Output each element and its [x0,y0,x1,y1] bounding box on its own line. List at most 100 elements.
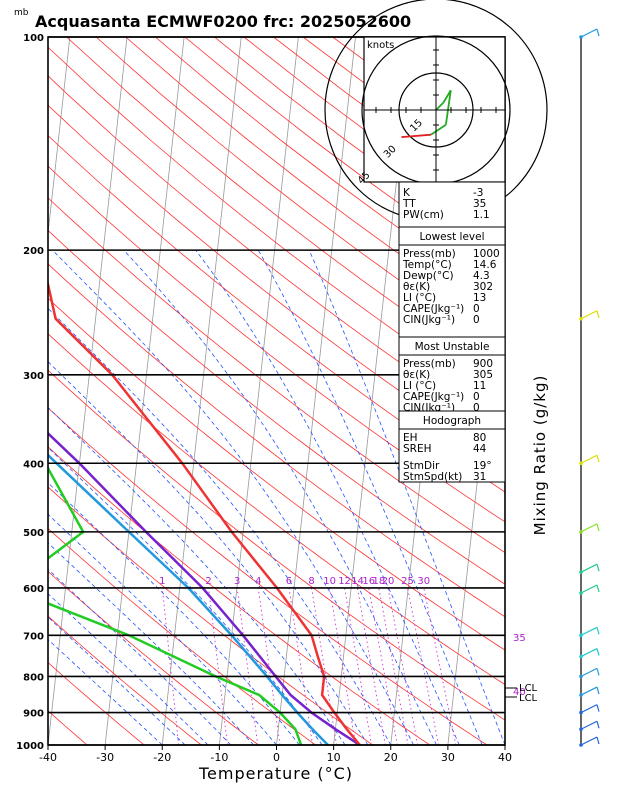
index-label: PW(cm) [403,209,444,221]
wind-barb-flag [597,649,599,656]
mixing-ratio-label: 30 [417,576,430,587]
section-title: Most Unstable [415,341,490,353]
data-point [12,36,14,38]
isobar-label: 100 [23,33,44,44]
moist-adiabat [0,250,277,745]
wind-barb-flag [597,668,599,675]
chart-title: Acquasanta ECMWF0200 frc: 2025052600 [35,12,411,31]
wind-barb-staff [581,721,597,729]
isotherm [105,37,184,745]
isobar-label: 800 [23,672,44,683]
x-axis-label: Temperature (°C) [198,764,353,783]
data-point [295,728,297,730]
data-point [317,656,319,658]
wind-barb-staff [581,564,597,572]
data-point [335,728,337,730]
mixing-ratio-label: 10 [323,576,336,587]
x-tick-label: -20 [153,751,171,764]
wind-barb-flag [597,311,599,318]
wind-barb-staff [581,705,597,713]
wind-barb-flag [597,455,599,462]
wind-barb-staff [581,668,597,676]
index-label: CIN(Jkg⁻¹) [403,314,455,326]
x-tick-label: 40 [498,751,512,764]
section-title: Lowest level [419,231,484,243]
index-value: 44 [473,443,487,455]
moist-adiabat [0,250,368,745]
x-tick-label: 0 [273,751,280,764]
isobar-label: 200 [23,246,44,257]
isobar-label: 600 [23,584,44,595]
series-wet-bulb [0,162,328,745]
data-point [312,728,314,730]
isobar-label: 500 [23,528,44,539]
wind-barb-flag [597,687,599,694]
wind-barb-staff [581,29,597,37]
index-label: SREH [403,443,432,455]
mixing-ratio-line [388,588,418,745]
wind-barb-flag [597,721,599,728]
unit-label: mb [14,8,29,18]
wind-barb-flag [597,705,599,712]
wind-barb-staff [581,455,597,463]
mixing-ratio-label: 8 [308,576,314,587]
moist-adiabat [52,250,413,745]
mixing-ratio-line [408,588,439,745]
moist-adiabat [0,250,345,745]
x-tick-label: -40 [39,751,57,764]
dry-adiabat [0,37,144,745]
x-tick-label: 30 [441,751,455,764]
data-point [8,587,10,589]
wind-barb-staff [581,737,597,745]
isobar-label: 400 [23,459,44,470]
wind-barb-flag [597,564,599,571]
data-point [258,694,260,696]
mixing-ratio-label: 20 [382,576,395,587]
theta-e-label: 35 [513,633,526,644]
mixing-ratio-label: 1 [159,576,165,587]
moist-adiabat [0,250,162,745]
mixing-ratio-label: 25 [401,576,414,587]
wind-barb-staff [581,627,597,635]
wind-barb-flag [597,524,599,531]
isotherm [48,37,127,745]
moist-adiabat [0,250,208,745]
isotherm [219,37,298,745]
lcl-label: LCL [519,693,538,704]
wind-barb-staff [581,585,597,593]
wind-barb-staff [581,649,597,657]
moist-adiabat [0,250,254,745]
section-title: Hodograph [423,415,481,427]
series-dewpoint [0,37,301,745]
isobar-label: 700 [23,631,44,642]
isobar-label: 300 [23,371,44,382]
mixing-ratio-line [289,588,313,745]
index-label: StmSpd(kt) [403,471,462,483]
hodograph-unit: knots [367,40,394,51]
wind-barb-flag [597,737,599,744]
dry-adiabat [0,37,601,745]
data-point [290,694,292,696]
isotherm [0,37,13,745]
wind-barb-flag [597,627,599,634]
data-point [281,694,283,696]
mixing-ratio-label: 2 [205,576,211,587]
wind-barb-staff [581,687,597,695]
isobar-label: 900 [23,709,44,720]
x-tick-label: -10 [210,751,228,764]
y-axis-label: Mixing Ratio (g/kg) [531,375,549,536]
mixing-ratio-line [237,588,258,745]
index-value: 0 [473,314,480,326]
mixing-ratio-label: 4 [255,576,261,587]
wind-barb-staff [581,524,597,532]
x-tick-label: -30 [96,751,114,764]
mixing-ratio-label: 3 [234,576,240,587]
wind-barb-flag [597,29,599,36]
data-point [55,318,57,320]
index-value: 1.1 [473,209,490,221]
data-point [321,694,323,696]
mixing-ratio-label: 12 [338,576,351,587]
data-point [44,463,46,465]
